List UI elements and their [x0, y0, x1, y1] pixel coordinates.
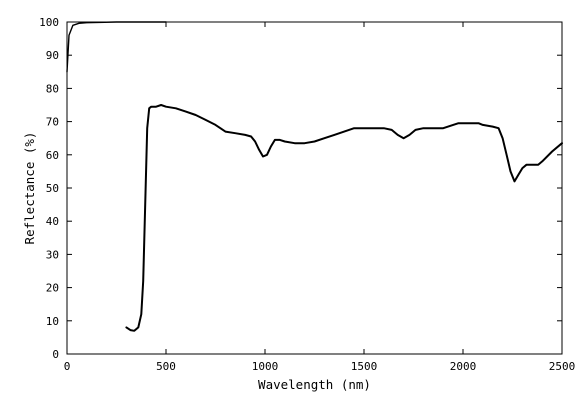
- y-tick-label: 90: [46, 49, 59, 62]
- x-tick-label: 500: [156, 360, 176, 373]
- series-line: [66, 21, 167, 73]
- x-tick-label: 2000: [450, 360, 477, 373]
- x-tick-label: 0: [64, 360, 71, 373]
- x-axis-title: Wavelength (nm): [258, 377, 371, 392]
- series-line: [125, 104, 563, 332]
- y-axis-title: Reflectance (%): [22, 132, 37, 245]
- x-tick-label: 2500: [549, 360, 576, 373]
- y-tick-label: 80: [46, 82, 59, 95]
- x-tick-label: 1500: [351, 360, 378, 373]
- y-tick-label: 10: [46, 315, 59, 328]
- y-tick-label: 40: [46, 215, 59, 228]
- x-tick-label: 1000: [252, 360, 279, 373]
- y-tick-label: 70: [46, 116, 59, 129]
- y-tick-label: 100: [39, 16, 59, 29]
- y-tick-label: 50: [46, 182, 59, 195]
- y-tick-label: 30: [46, 248, 59, 261]
- y-tick-label: 0: [52, 348, 59, 361]
- x-axis-ticks: 0 500 1000 1500 2000 2500: [64, 22, 576, 373]
- y-axis-ticks: 0 10 20 30 40 50 60 70 80 90 100: [39, 16, 562, 361]
- series-group: [66, 21, 563, 332]
- y-tick-label: 60: [46, 149, 59, 162]
- y-tick-label: 20: [46, 282, 59, 295]
